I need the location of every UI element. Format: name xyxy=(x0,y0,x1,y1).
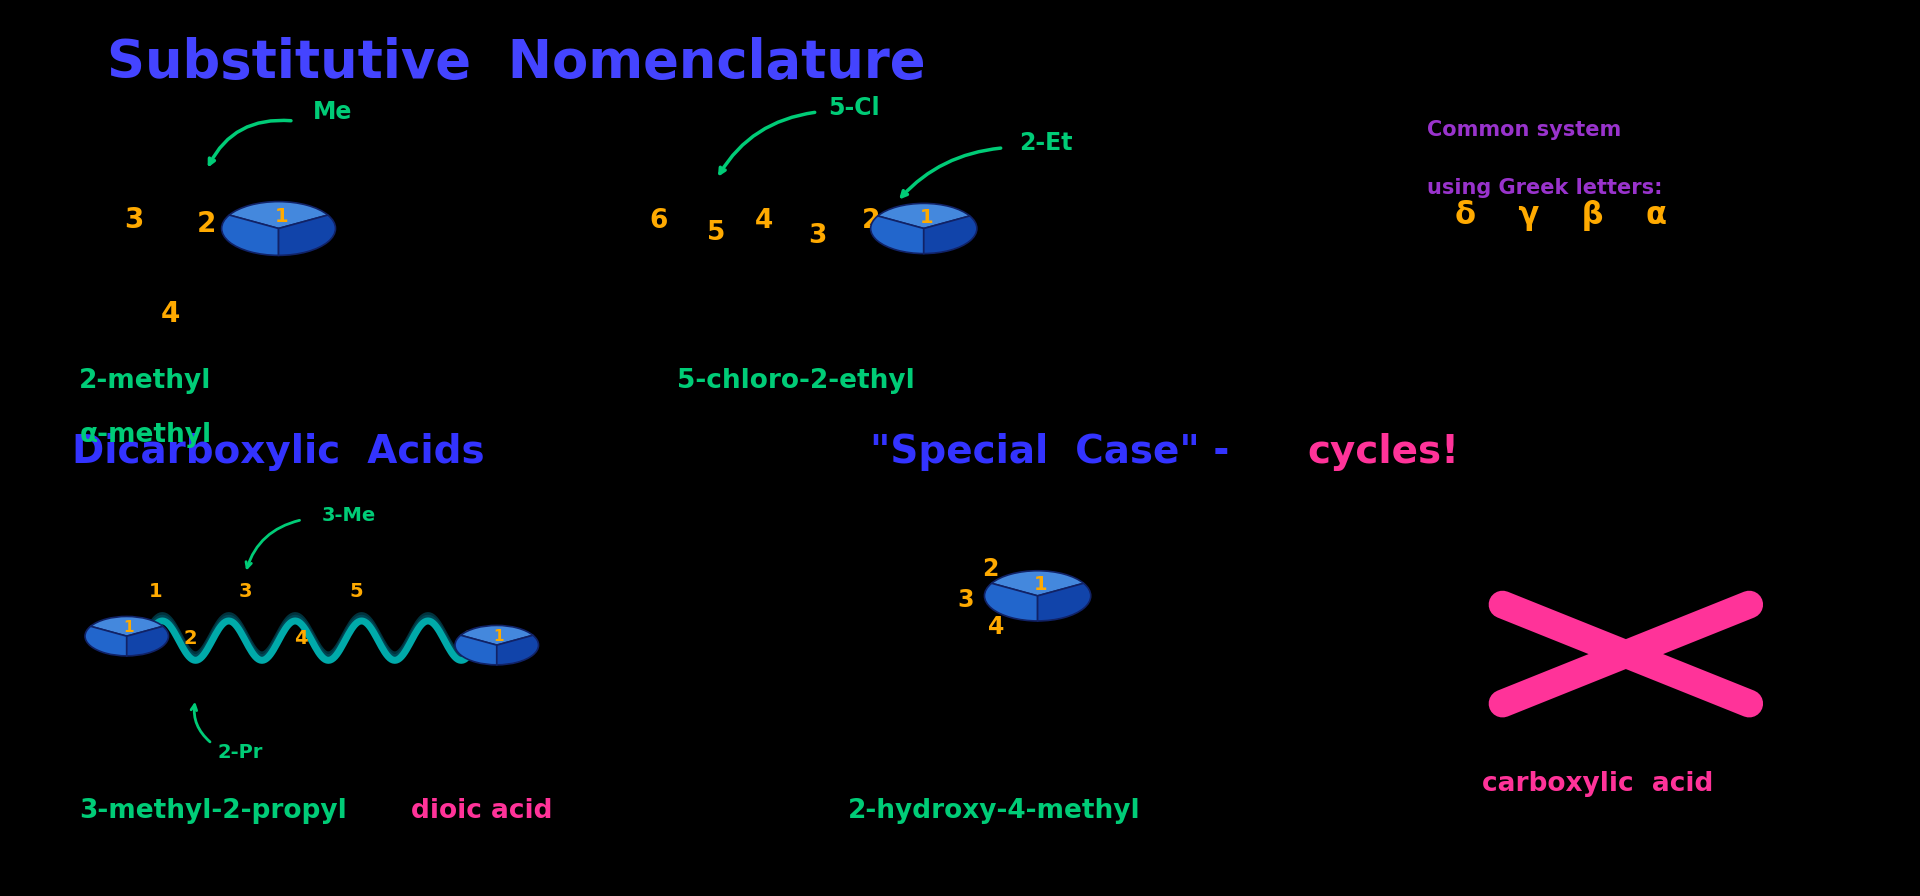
Text: 2-hydroxy-4-methyl: 2-hydroxy-4-methyl xyxy=(849,797,1140,824)
Text: cycles!: cycles! xyxy=(1308,434,1459,471)
Wedge shape xyxy=(924,216,977,254)
Text: 4: 4 xyxy=(294,629,307,649)
Text: 1: 1 xyxy=(275,207,288,226)
Text: dioic acid: dioic acid xyxy=(411,797,553,824)
Wedge shape xyxy=(991,571,1083,596)
Wedge shape xyxy=(455,635,497,665)
Wedge shape xyxy=(84,626,127,656)
Text: 3: 3 xyxy=(125,205,144,234)
Wedge shape xyxy=(1037,583,1091,621)
Wedge shape xyxy=(221,215,278,255)
Wedge shape xyxy=(90,616,163,636)
Text: 3: 3 xyxy=(808,223,828,249)
Text: 2-Et: 2-Et xyxy=(1020,132,1073,155)
Text: 2-methyl: 2-methyl xyxy=(79,367,211,394)
Text: 4: 4 xyxy=(987,616,1004,639)
Text: 4: 4 xyxy=(161,299,180,328)
Text: 2: 2 xyxy=(182,629,198,649)
Text: 1: 1 xyxy=(1033,575,1046,594)
Wedge shape xyxy=(985,583,1037,621)
Text: Dicarboxylic  Acids: Dicarboxylic Acids xyxy=(73,434,486,471)
Text: using Greek letters:: using Greek letters: xyxy=(1427,178,1663,198)
Text: 6: 6 xyxy=(649,208,668,234)
Text: 1: 1 xyxy=(148,582,161,601)
Text: 4: 4 xyxy=(755,208,774,234)
Text: 6: 6 xyxy=(461,629,474,649)
Text: carboxylic  acid: carboxylic acid xyxy=(1482,771,1713,797)
Wedge shape xyxy=(127,626,169,656)
Wedge shape xyxy=(877,203,970,228)
Text: Common system: Common system xyxy=(1427,120,1620,140)
Text: δ    γ    β    α: δ γ β α xyxy=(1455,200,1667,230)
Text: Me: Me xyxy=(313,100,351,124)
Text: 2-Pr: 2-Pr xyxy=(217,743,263,762)
Wedge shape xyxy=(228,202,328,228)
Wedge shape xyxy=(870,216,924,254)
Text: 3-methyl-2-propyl: 3-methyl-2-propyl xyxy=(79,797,348,824)
Text: α-methyl: α-methyl xyxy=(79,421,211,448)
Wedge shape xyxy=(461,625,534,645)
Text: 5-Cl: 5-Cl xyxy=(828,96,879,119)
Text: 5-chloro-2-ethyl: 5-chloro-2-ethyl xyxy=(678,367,914,394)
Wedge shape xyxy=(497,635,538,665)
Text: 5: 5 xyxy=(707,220,726,246)
Text: 5: 5 xyxy=(1023,598,1041,621)
Text: 2: 2 xyxy=(981,557,998,581)
Text: "Special  Case" -: "Special Case" - xyxy=(870,434,1242,471)
Text: 1: 1 xyxy=(493,629,505,643)
Text: Substitutive  Nomenclature: Substitutive Nomenclature xyxy=(106,37,925,89)
Text: 5: 5 xyxy=(349,582,363,601)
Text: 1: 1 xyxy=(123,620,134,634)
Text: 3: 3 xyxy=(238,582,252,601)
Text: 3-Me: 3-Me xyxy=(321,505,376,525)
Text: 3: 3 xyxy=(958,589,973,612)
Wedge shape xyxy=(278,215,336,255)
Text: 1: 1 xyxy=(920,208,933,227)
Text: 2: 2 xyxy=(862,208,879,234)
Text: 2: 2 xyxy=(196,210,217,238)
